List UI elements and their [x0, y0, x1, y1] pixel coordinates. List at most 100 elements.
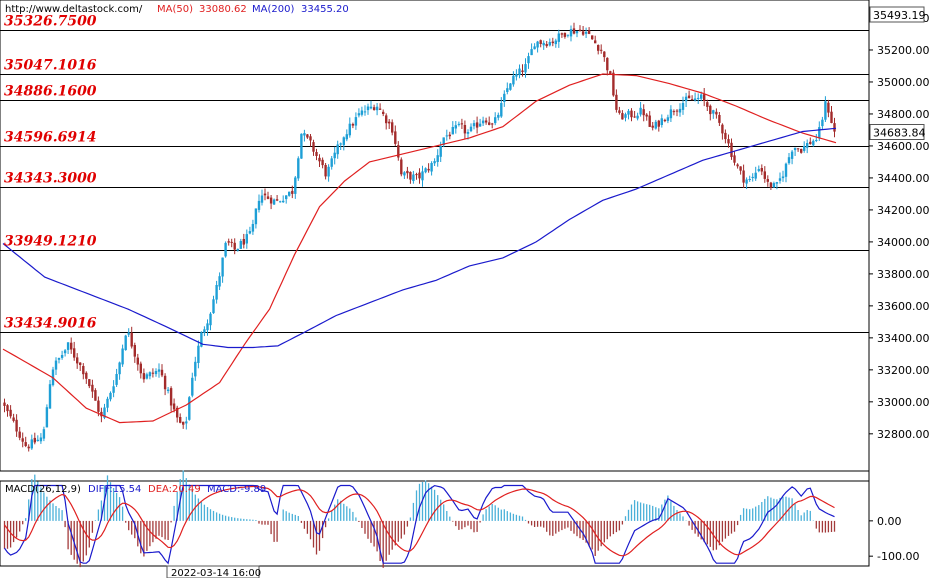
candle-body [212, 299, 215, 314]
candle-body [772, 183, 776, 188]
candle-body [115, 374, 118, 385]
candle-body [660, 118, 663, 125]
candle-body [690, 99, 694, 101]
candle-body [254, 208, 258, 225]
candle-body [433, 161, 436, 164]
candle-body [121, 348, 124, 365]
candle-body [733, 155, 736, 163]
candle-body [663, 119, 667, 122]
candle-body [45, 407, 49, 428]
candle-body [191, 377, 194, 396]
candle-body [706, 102, 709, 107]
candle-body [488, 122, 491, 125]
candle-body [466, 132, 470, 134]
candle-body [6, 405, 9, 412]
candle-body [124, 335, 127, 350]
candle-body [342, 137, 345, 146]
candle-body [154, 371, 158, 375]
candle-body [536, 41, 539, 48]
candle-body [666, 117, 670, 121]
candle-body [142, 373, 146, 380]
candle-body [751, 176, 754, 178]
candle-body [321, 159, 324, 166]
candle-body [272, 199, 276, 205]
candle-body [403, 172, 406, 176]
candle-body [642, 109, 645, 116]
candle-body [424, 168, 427, 173]
candle-body [763, 171, 766, 179]
candle-body [206, 323, 209, 331]
candle-body [109, 392, 112, 400]
candle-body [806, 143, 809, 148]
candle-body [363, 111, 367, 113]
candle-body [197, 345, 200, 363]
candle-body [394, 131, 397, 144]
y-tick-label: 32800.00 [877, 428, 930, 441]
ma200-label: MA(200) [252, 4, 294, 15]
candle-body [70, 342, 73, 350]
macd-y-tick-label: 0.00 [877, 515, 902, 528]
candle-body [675, 110, 679, 112]
candle-body [533, 46, 536, 50]
candle-body [621, 113, 624, 120]
candle-body [545, 44, 548, 47]
candle-body [627, 110, 630, 115]
candle-body [215, 285, 218, 300]
y-tick-label: 33800.00 [877, 268, 930, 281]
candle-body [85, 372, 88, 379]
ma50-line [2, 73, 837, 424]
moving-averages-group [2, 73, 837, 424]
candle-body [809, 141, 812, 145]
header-url: http://www.deltastock.com/ [5, 4, 143, 15]
candle-body [76, 357, 79, 364]
candle-body [633, 116, 636, 118]
candle-body [415, 174, 418, 176]
candle-body [745, 179, 748, 184]
level-label: 34886.1600 [4, 84, 97, 100]
candle-body [672, 111, 676, 113]
candle-body [803, 146, 806, 151]
candle-body [721, 124, 724, 134]
candle-body [315, 152, 318, 156]
candle-body [581, 31, 585, 35]
candle-body [684, 96, 688, 102]
candle-body [127, 332, 130, 335]
macd-diff-label: DIFF:15.54 [88, 484, 141, 495]
candle-body [94, 390, 97, 401]
candle-body [648, 115, 651, 127]
candle-body [339, 143, 342, 145]
macd-dea-line [4, 485, 835, 557]
candle-body [609, 71, 612, 75]
y-tick-label: 33200.00 [877, 364, 930, 377]
candle-body [760, 168, 763, 172]
candle-body [230, 241, 233, 243]
candle-body [324, 165, 327, 177]
price-top-label: 35493.19 [873, 9, 926, 22]
candle-body [615, 94, 618, 110]
y-tick-label: 34000.00 [877, 236, 930, 249]
candle-body [151, 372, 155, 374]
candle-body [300, 133, 303, 159]
y-tick-label: 35000.00 [877, 76, 930, 89]
candle-body [3, 402, 6, 406]
candle-body [709, 105, 712, 115]
candle-body [530, 49, 533, 56]
level-label: 33434.9016 [4, 316, 97, 332]
candle-body [439, 146, 442, 157]
candle-body [693, 98, 697, 101]
candle-body [106, 398, 109, 408]
candle-body [391, 122, 394, 133]
level-label: 35326.7500 [4, 14, 97, 30]
candle-body [166, 389, 170, 391]
candle-body [457, 123, 461, 125]
candle-body [421, 171, 424, 181]
candle-body [103, 407, 106, 418]
candle-body [194, 361, 197, 377]
candle-body [700, 94, 703, 99]
candle-body [27, 446, 30, 449]
candle-body [712, 110, 715, 114]
candle-body [257, 200, 261, 210]
candle-body [612, 72, 615, 96]
candle-body [200, 332, 203, 347]
